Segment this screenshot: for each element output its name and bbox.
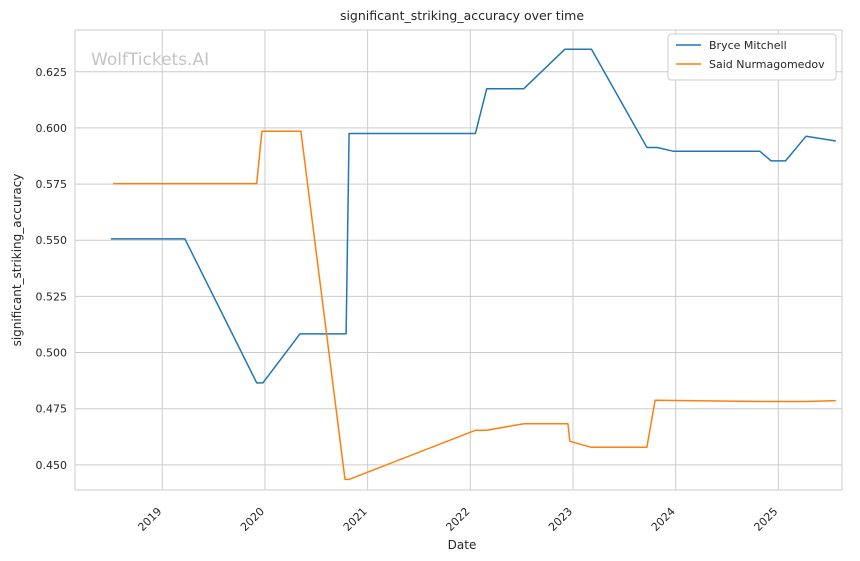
x-tick-label: 2023 [546, 505, 575, 534]
chart-title: significant_striking_accuracy over time [340, 8, 584, 23]
watermark: WolfTickets.AI [91, 50, 209, 70]
x-axis-label: Date [448, 538, 477, 552]
series-line-bryce-mitchell [110, 48, 836, 384]
legend-label-bryce-mitchell: Bryce Mitchell [709, 39, 787, 52]
x-tick-label: 2025 [751, 505, 780, 534]
grid-lines [75, 30, 842, 490]
x-tick-label: 2019 [135, 505, 164, 534]
y-axis-ticks: 0.450 0.475 0.500 0.525 0.550 0.575 0.600 0.625 [36, 66, 68, 472]
y-tick-label: 0.500 [36, 347, 68, 360]
y-tick-label: 0.525 [36, 290, 68, 303]
y-axis-label: significant_striking_accuracy [10, 174, 24, 347]
x-tick-label: 2024 [649, 505, 678, 534]
y-tick-label: 0.575 [36, 178, 68, 191]
x-tick-label: 2022 [443, 505, 472, 534]
legend: Bryce Mitchell Said Nurmagomedov [667, 33, 837, 81]
y-tick-label: 0.600 [36, 122, 68, 135]
series-line-said-nurmagomedov [113, 130, 836, 481]
plot-area-frame [74, 29, 843, 491]
x-tick-label: 2020 [238, 505, 267, 534]
y-tick-label: 0.475 [36, 403, 68, 416]
y-tick-label: 0.625 [36, 66, 68, 79]
x-axis-ticks: 2019 2020 2021 2022 2023 2024 2025 [135, 505, 780, 534]
x-tick-label: 2021 [341, 505, 370, 534]
y-tick-label: 0.450 [36, 459, 68, 472]
y-tick-label: 0.550 [36, 234, 68, 247]
series-layer [110, 48, 836, 481]
legend-box [667, 33, 837, 81]
legend-label-said-nurmagomedov: Said Nurmagomedov [709, 58, 825, 71]
